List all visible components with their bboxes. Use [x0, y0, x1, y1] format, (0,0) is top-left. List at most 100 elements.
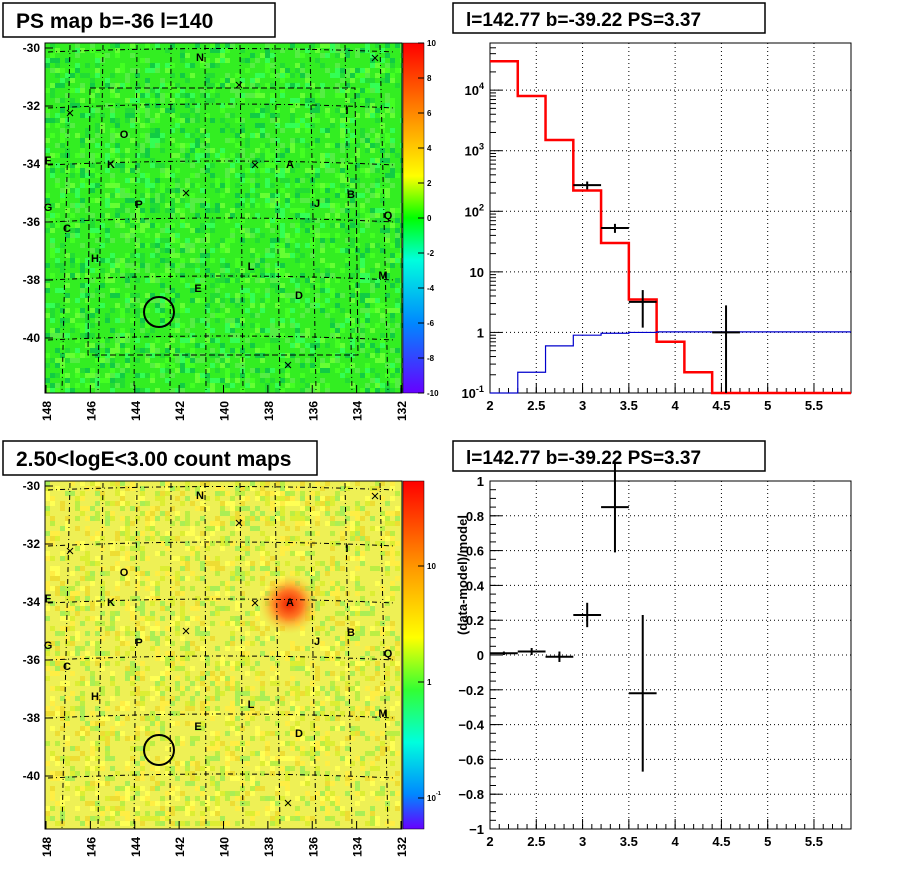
map-pixel: [55, 333, 60, 338]
map-pixel: [385, 746, 390, 751]
grid-line: [47, 598, 396, 604]
map-pixel: [275, 268, 280, 273]
map-pixel: [370, 233, 375, 238]
map-pixel: [105, 338, 110, 343]
map-pixel: [285, 243, 290, 248]
map-pixel: [260, 631, 265, 636]
map-pixel: [220, 183, 225, 188]
map-pixel: [190, 756, 195, 761]
map-pixel: [60, 193, 65, 198]
map-pixel: [190, 546, 195, 551]
map-pixel: [120, 63, 125, 68]
map-pixel: [305, 801, 310, 806]
map-pixel: [210, 596, 215, 601]
map-pixel: [65, 93, 70, 98]
map-pixel: [180, 338, 185, 343]
map-pixel: [175, 676, 180, 681]
map-pixel: [260, 511, 265, 516]
map-pixel: [305, 288, 310, 293]
map-pixel: [140, 796, 145, 801]
map-pixel: [220, 546, 225, 551]
map-pixel: [215, 821, 220, 826]
map-pixel: [385, 158, 390, 163]
map-pixel: [370, 253, 375, 258]
map-pixel: [205, 208, 210, 213]
map-pixel: [295, 283, 300, 288]
map-pixel: [370, 138, 375, 143]
map-pixel: [135, 108, 140, 113]
map-pixel: [70, 491, 75, 496]
map-pixel: [105, 781, 110, 786]
map-pixel: [75, 308, 80, 313]
map-pixel: [165, 636, 170, 641]
map-pixel: [75, 791, 80, 796]
map-pixel: [85, 761, 90, 766]
map-pixel: [280, 816, 285, 821]
map-pixel: [370, 183, 375, 188]
map-pixel: [155, 531, 160, 536]
map-pixel: [105, 651, 110, 656]
map-pixel: [265, 223, 270, 228]
y-tick-label: −0.2: [458, 683, 484, 698]
map-pixel: [205, 761, 210, 766]
map-pixel: [45, 761, 50, 766]
map-pixel: [170, 83, 175, 88]
map-pixel: [120, 263, 125, 268]
map-pixel: [195, 766, 200, 771]
map-pixel: [245, 656, 250, 661]
map-pixel: [160, 656, 165, 661]
map-pixel: [70, 88, 75, 93]
map-pixel: [140, 611, 145, 616]
map-pixel: [230, 726, 235, 731]
map-pixel: [160, 566, 165, 571]
map-pixel: [185, 761, 190, 766]
map-pixel: [295, 806, 300, 811]
map-pixel: [45, 388, 50, 393]
map-pixel: [390, 661, 395, 666]
map-pixel: [60, 188, 65, 193]
map-pixel: [230, 636, 235, 641]
map-pixel: [295, 123, 300, 128]
map-pixel: [125, 551, 130, 556]
map-pixel: [75, 338, 80, 343]
map-pixel: [310, 368, 315, 373]
map-pixel: [215, 178, 220, 183]
y-tick-label: 1: [477, 474, 484, 489]
map-pixel: [45, 806, 50, 811]
map-pixel: [310, 506, 315, 511]
map-pixel: [105, 511, 110, 516]
map-pixel: [220, 283, 225, 288]
map-pixel: [65, 58, 70, 63]
map-pixel: [220, 363, 225, 368]
map-pixel: [95, 378, 100, 383]
map-pixel: [190, 531, 195, 536]
map-pixel: [350, 761, 355, 766]
map-pixel: [130, 138, 135, 143]
map-pixel: [60, 333, 65, 338]
map-pixel: [60, 551, 65, 556]
map-pixel: [150, 631, 155, 636]
map-pixel: [250, 63, 255, 68]
map-pixel: [225, 621, 230, 626]
map-pixel: [90, 576, 95, 581]
map-pixel: [230, 771, 235, 776]
map-pixel: [270, 516, 275, 521]
map-pixel: [85, 596, 90, 601]
map-pixel: [365, 711, 370, 716]
map-pixel: [115, 163, 120, 168]
map-pixel: [265, 203, 270, 208]
x-tick-label: 138: [262, 837, 276, 857]
map-pixel: [320, 183, 325, 188]
map-pixel: [300, 118, 305, 123]
map-pixel: [135, 576, 140, 581]
map-pixel: [325, 143, 330, 148]
map-pixel: [265, 571, 270, 576]
map-pixel: [350, 511, 355, 516]
map-pixel: [285, 368, 290, 373]
map-pixel: [390, 73, 395, 78]
map-pixel: [385, 566, 390, 571]
map-pixel: [335, 641, 340, 646]
map-pixel: [395, 173, 400, 178]
map-pixel: [150, 343, 155, 348]
map-pixel: [110, 263, 115, 268]
